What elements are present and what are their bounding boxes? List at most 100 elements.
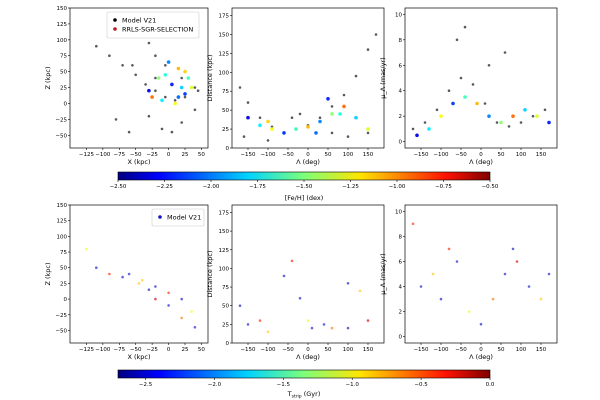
plot-frame bbox=[404, 204, 558, 344]
data-point bbox=[310, 326, 314, 330]
y-tick-label: 175 bbox=[219, 210, 230, 216]
data-point bbox=[298, 112, 302, 116]
x-tick-label: −50 bbox=[130, 347, 142, 353]
colorbar-tick-label: −0.75 bbox=[435, 184, 452, 190]
data-point bbox=[354, 74, 358, 78]
series-rrls-sgr-selection bbox=[246, 97, 370, 135]
x-tick-label: −100 bbox=[95, 152, 111, 158]
y-axis-label: Distance (kpc) bbox=[206, 250, 214, 297]
data-point bbox=[180, 76, 183, 80]
y-tick-label: 150 bbox=[219, 32, 230, 38]
data-point bbox=[176, 66, 181, 71]
x-tick-label: 50 bbox=[198, 152, 205, 158]
data-point bbox=[318, 119, 322, 124]
data-point bbox=[346, 135, 350, 138]
y-tick-label: 0 bbox=[226, 146, 230, 152]
data-point bbox=[193, 108, 197, 112]
x-tick-label: 150 bbox=[363, 152, 374, 158]
y-tick-label: 50 bbox=[60, 70, 67, 76]
x-tick-label: −50 bbox=[455, 152, 467, 158]
data-point bbox=[374, 33, 378, 36]
colorbar-bottom-label-main: T bbox=[287, 390, 292, 398]
colorbar-tick-label: −2.0 bbox=[208, 382, 222, 388]
data-point bbox=[144, 83, 147, 86]
data-point bbox=[366, 127, 370, 131]
data-point bbox=[290, 116, 294, 119]
y-tick-label: 6 bbox=[399, 63, 403, 69]
y-tick-label: 4 bbox=[399, 285, 403, 291]
x-tick-label: −50 bbox=[455, 347, 467, 353]
y-tick-label: 125 bbox=[219, 248, 230, 254]
y-tick-label: 0 bbox=[226, 341, 230, 347]
data-point bbox=[463, 25, 467, 29]
x-tick-label: 100 bbox=[343, 347, 354, 353]
data-point bbox=[147, 41, 151, 45]
y-tick-label: 75 bbox=[60, 54, 67, 60]
y-tick-label: 100 bbox=[57, 38, 68, 44]
data-point bbox=[475, 101, 479, 106]
data-point bbox=[193, 326, 197, 329]
x-tick-label: 50 bbox=[325, 152, 332, 158]
series-rrls-sgr-selection bbox=[147, 60, 194, 106]
colorbar-bottom-ticks: −2.5 −2.0 −1.5 −1.0 −0.5 0.0 bbox=[139, 378, 495, 388]
x-tick-label: −125 bbox=[79, 347, 95, 353]
data-point bbox=[451, 101, 455, 106]
data-point bbox=[141, 279, 144, 282]
data-point bbox=[246, 115, 250, 120]
y-axis-label: μ_Λ (mas/yr) bbox=[379, 57, 387, 98]
data-point bbox=[176, 95, 181, 99]
y-tick-label: 75 bbox=[222, 285, 229, 291]
y-tick-label: 0 bbox=[399, 140, 403, 146]
data-point bbox=[467, 310, 471, 313]
data-point bbox=[183, 95, 187, 99]
data-point bbox=[246, 101, 250, 104]
data-point bbox=[519, 121, 523, 124]
data-point bbox=[173, 101, 177, 106]
data-point bbox=[95, 266, 98, 270]
y-axis-label: μ_Λ (mas/yr) bbox=[379, 253, 387, 294]
x-tick-label: −100 bbox=[260, 347, 276, 353]
y-tick-label: 175 bbox=[219, 14, 230, 20]
data-point bbox=[338, 112, 342, 116]
data-point bbox=[423, 121, 427, 124]
data-point bbox=[366, 319, 370, 322]
legend-marker bbox=[113, 27, 117, 31]
data-point bbox=[131, 64, 134, 67]
data-point bbox=[270, 127, 274, 131]
data-point bbox=[154, 285, 157, 288]
data-point bbox=[447, 247, 451, 251]
data-point bbox=[179, 85, 184, 90]
data-point bbox=[189, 85, 194, 90]
data-point bbox=[455, 260, 459, 263]
data-point bbox=[160, 98, 164, 103]
legend-marker bbox=[113, 18, 117, 22]
data-point bbox=[487, 114, 491, 118]
data-point bbox=[282, 131, 286, 135]
x-tick-label: 0 bbox=[479, 347, 483, 353]
data-point bbox=[186, 76, 191, 80]
x-tick-label: 50 bbox=[498, 152, 505, 158]
x-tick-label: 100 bbox=[343, 152, 354, 158]
y-axis-label: Z (kpc) bbox=[44, 262, 52, 285]
data-point bbox=[411, 127, 415, 131]
data-point bbox=[535, 114, 539, 118]
data-point bbox=[330, 131, 334, 135]
data-point bbox=[160, 127, 164, 131]
y-tick-label: 100 bbox=[219, 266, 230, 272]
data-point bbox=[150, 95, 154, 99]
x-axis-label: Λ (deg) bbox=[469, 353, 493, 361]
colorbar-top-bar bbox=[117, 171, 491, 181]
x-tick-label: 150 bbox=[363, 347, 374, 353]
data-point bbox=[455, 38, 459, 42]
x-tick-label: −125 bbox=[79, 152, 95, 158]
data-point bbox=[419, 285, 423, 288]
data-point bbox=[290, 259, 294, 263]
data-point bbox=[180, 316, 183, 320]
data-point bbox=[479, 322, 483, 326]
data-point bbox=[318, 116, 322, 119]
colorbar-tick-label: −1.25 bbox=[342, 184, 359, 190]
x-tick-label: −50 bbox=[282, 347, 294, 353]
data-point bbox=[499, 120, 503, 125]
data-point bbox=[342, 93, 346, 97]
data-point bbox=[156, 76, 161, 80]
